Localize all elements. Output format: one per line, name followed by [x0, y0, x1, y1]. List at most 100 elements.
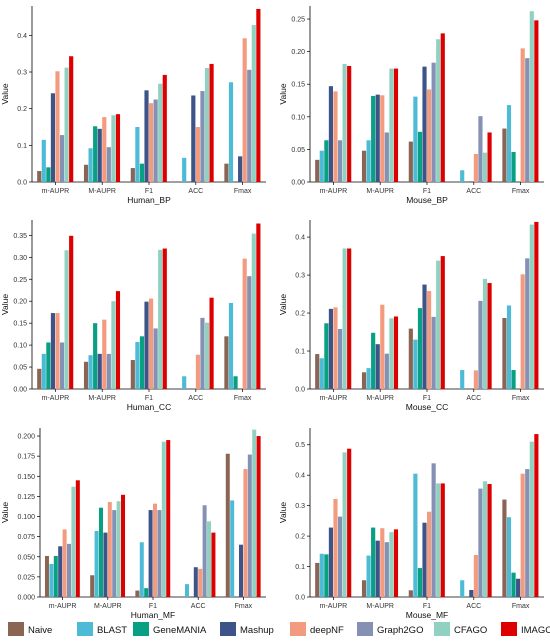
bar-m-aupr-genemania [371, 332, 376, 389]
bar-fmax-genemania [511, 370, 516, 389]
x-tick-label: Fmax [512, 603, 530, 610]
bar-acc-deepnf [473, 554, 478, 597]
y-tick-label: 0.20 [13, 299, 27, 306]
bar-m-aupr-blast [366, 140, 371, 182]
bar-f1-graph2go [431, 463, 436, 597]
bar-m-aupr-cfago [116, 501, 121, 597]
bar-m-aupr-cfago [389, 68, 394, 182]
bar-fmax-graph2go [247, 454, 252, 597]
bar-fmax-blast [506, 105, 512, 182]
bar-m-aupr-deepnf [380, 304, 385, 389]
legend-item-imago: IMAGO [501, 622, 550, 636]
bar-f1-naive [130, 168, 135, 182]
y-tick-label: 0.150 [17, 474, 35, 481]
bar-m-aupr-genemania [324, 554, 329, 597]
bar-m-aupr-imago [347, 448, 352, 597]
y-axis-label: Value [0, 502, 10, 523]
bar-m-aupr-imago [347, 65, 352, 182]
bar-m-aupr-blast [49, 564, 54, 597]
x-tick-label: ACC [188, 188, 203, 195]
bar-f1-cfago [436, 260, 441, 389]
x-tick-label: F1 [149, 603, 157, 610]
bar-f1-genemania [139, 163, 145, 182]
bar-f1-imago [440, 33, 445, 182]
bar-m-aupr-cfago [64, 250, 69, 389]
y-tick-label: 0.05 [291, 147, 305, 154]
bar-fmax-deepnf [243, 469, 248, 597]
y-tick-label: 0.3 [295, 503, 305, 510]
bar-f1-genemania [144, 588, 149, 597]
bar-m-aupr-graph2go [337, 516, 343, 597]
bar-m-aupr-genemania [324, 323, 329, 389]
legend-swatch [434, 622, 450, 636]
y-tick-label: 0.3 [17, 70, 27, 77]
x-tick-label: m-AUPR [320, 395, 348, 402]
bar-m-aupr-genemania [371, 95, 376, 182]
legend: Naive BLAST GeneMANIA Mashup deepNF Graph2GO C… [8, 622, 550, 636]
bar-f1-genemania [417, 131, 423, 182]
y-tick-label: 0.5 [295, 442, 305, 449]
bar-m-aupr-mashup [328, 527, 333, 597]
bar-m-aupr-mashup [50, 93, 55, 182]
bar-m-aupr-graph2go [384, 132, 389, 182]
y-tick-label: 0.1 [17, 143, 27, 150]
y-tick-label: 0.00 [291, 180, 305, 187]
legend-label: Naive [28, 625, 52, 636]
bar-f1-genemania [139, 336, 145, 389]
bar-f1-naive [408, 328, 413, 389]
bar-f1-imago [162, 248, 167, 389]
bar-m-aupr-deepnf [62, 529, 67, 597]
bar-acc-imago [487, 484, 492, 597]
bar-fmax-blast [230, 500, 235, 597]
bar-acc-cfago [207, 521, 212, 597]
bar-fmax-imago [534, 20, 539, 182]
x-tick-label: Fmax [234, 188, 252, 195]
bar-f1-naive [130, 360, 135, 389]
bar-fmax-cfago [251, 25, 256, 182]
x-tick-label: M-AUPR [94, 603, 122, 610]
legend-label: BLAST [97, 625, 127, 636]
y-tick-label: 0.000 [17, 595, 35, 602]
y-tick-label: 0.05 [13, 365, 27, 372]
bar-m-aupr-blast [88, 148, 93, 182]
bar-m-aupr-deepnf [333, 307, 338, 389]
bar-m-aupr-blast [366, 368, 371, 389]
bar-f1-graph2go [153, 328, 158, 389]
bar-fmax-cfago [251, 233, 256, 389]
x-tick-label: F1 [423, 395, 431, 402]
bar-m-aupr-blast [366, 555, 371, 597]
bar-m-aupr-cfago [64, 67, 69, 182]
legend-item-mashup: Mashup [220, 622, 274, 636]
bar-m-aupr-mashup [328, 86, 333, 182]
legend-label: Mashup [240, 625, 274, 636]
legend-swatch [357, 622, 373, 636]
y-tick-label: 0.2 [295, 311, 305, 318]
bar-f1-deepnf [427, 511, 432, 597]
bar-m-aupr-naive [83, 164, 89, 182]
bar-f1-imago [166, 440, 171, 597]
bar-acc-graph2go [200, 317, 205, 389]
bar-f1-deepnf [149, 103, 154, 182]
bar-m-aupr-mashup [97, 128, 102, 182]
bar-f1-mashup [144, 301, 149, 389]
bar-f1-mashup [144, 90, 149, 182]
bar-m-aupr-naive [315, 159, 320, 182]
bar-m-aupr-imago [75, 480, 80, 597]
bar-f1-genemania [417, 308, 423, 389]
x-tick-label: ACC [466, 603, 481, 610]
bar-fmax-imago [256, 8, 261, 182]
y-tick-label: 0.200 [17, 434, 35, 441]
y-tick-label: 0.15 [13, 321, 27, 328]
bar-m-aupr-naive [361, 150, 367, 182]
bar-f1-mashup [422, 284, 427, 389]
bar-f1-cfago [436, 39, 441, 182]
legend-label: deepNF [310, 625, 344, 636]
bar-fmax-blast [506, 305, 512, 389]
bar-m-aupr-genemania [93, 126, 98, 182]
bar-m-aupr-mashup [103, 532, 108, 597]
bar-m-aupr-mashup [375, 344, 380, 389]
bar-m-aupr-blast [319, 150, 324, 182]
x-tick-label: ACC [466, 395, 481, 402]
legend-label: IMAGO [521, 625, 550, 636]
y-tick-label: 0.1 [295, 349, 305, 356]
